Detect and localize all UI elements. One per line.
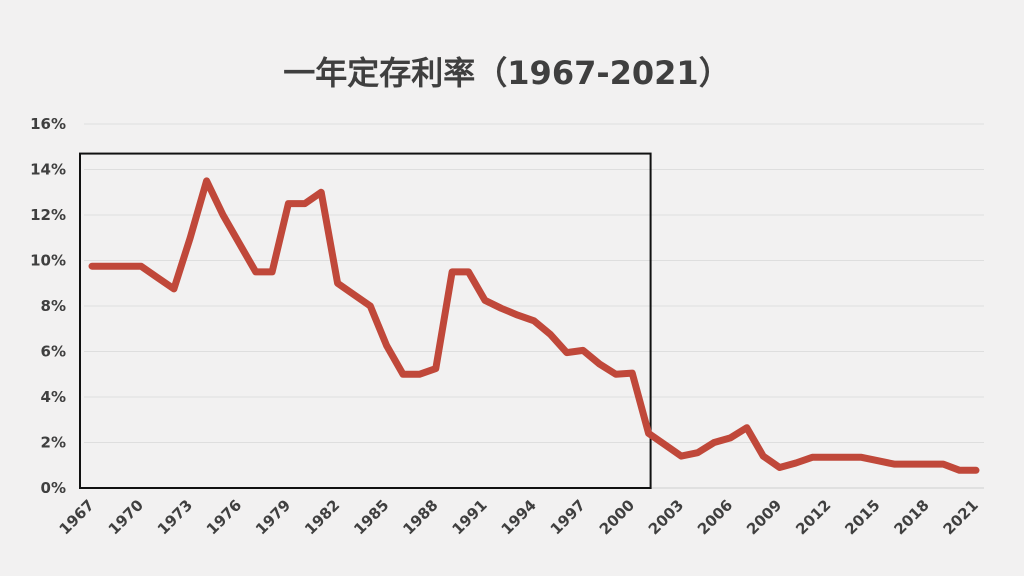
x-axis: 1967 1970 1973 1976 1979 1982 1985 1988 1991 1994… xyxy=(56,496,982,538)
x-tick-label: 1979 xyxy=(252,496,294,538)
x-tick-label: 1967 xyxy=(56,496,98,538)
gridlines xyxy=(84,123,984,489)
x-tick-label: 2006 xyxy=(694,496,736,538)
y-tick-label: 10% xyxy=(30,252,66,270)
x-tick-label: 1988 xyxy=(399,496,441,538)
x-tick-label: 2009 xyxy=(743,496,785,538)
x-tick-label: 2003 xyxy=(645,496,687,538)
y-tick-label: 16% xyxy=(30,115,66,133)
x-tick-label: 1973 xyxy=(154,496,196,538)
x-tick-label: 1982 xyxy=(301,496,343,538)
y-tick-label: 8% xyxy=(41,297,66,315)
x-tick-label: 1991 xyxy=(448,496,490,538)
y-tick-label: 4% xyxy=(41,388,66,406)
y-tick-label: 14% xyxy=(30,161,66,179)
y-tick-label: 12% xyxy=(30,206,66,224)
x-tick-label: 1976 xyxy=(203,496,245,538)
x-tick-label: 1994 xyxy=(498,496,540,538)
y-tick-label: 0% xyxy=(41,479,66,497)
y-tick-label: 6% xyxy=(41,343,66,361)
x-tick-label: 1985 xyxy=(350,496,392,538)
x-tick-label: 2018 xyxy=(890,496,932,538)
y-tick-label: 2% xyxy=(41,434,66,452)
x-tick-label: 2012 xyxy=(792,496,834,538)
x-tick-label: 1997 xyxy=(547,496,589,538)
x-tick-label: 2000 xyxy=(596,496,638,538)
x-tick-label: 1970 xyxy=(105,496,147,538)
x-tick-label: 2015 xyxy=(841,496,883,538)
highlight-box xyxy=(79,152,652,489)
series-line xyxy=(88,177,980,474)
x-tick-label: 2021 xyxy=(940,496,982,538)
chart-title: 一年定存利率（1967-2021） xyxy=(283,54,730,92)
y-axis: 0% 2% 4% 6% 8% 10% 12% 14% 16% xyxy=(30,115,66,497)
